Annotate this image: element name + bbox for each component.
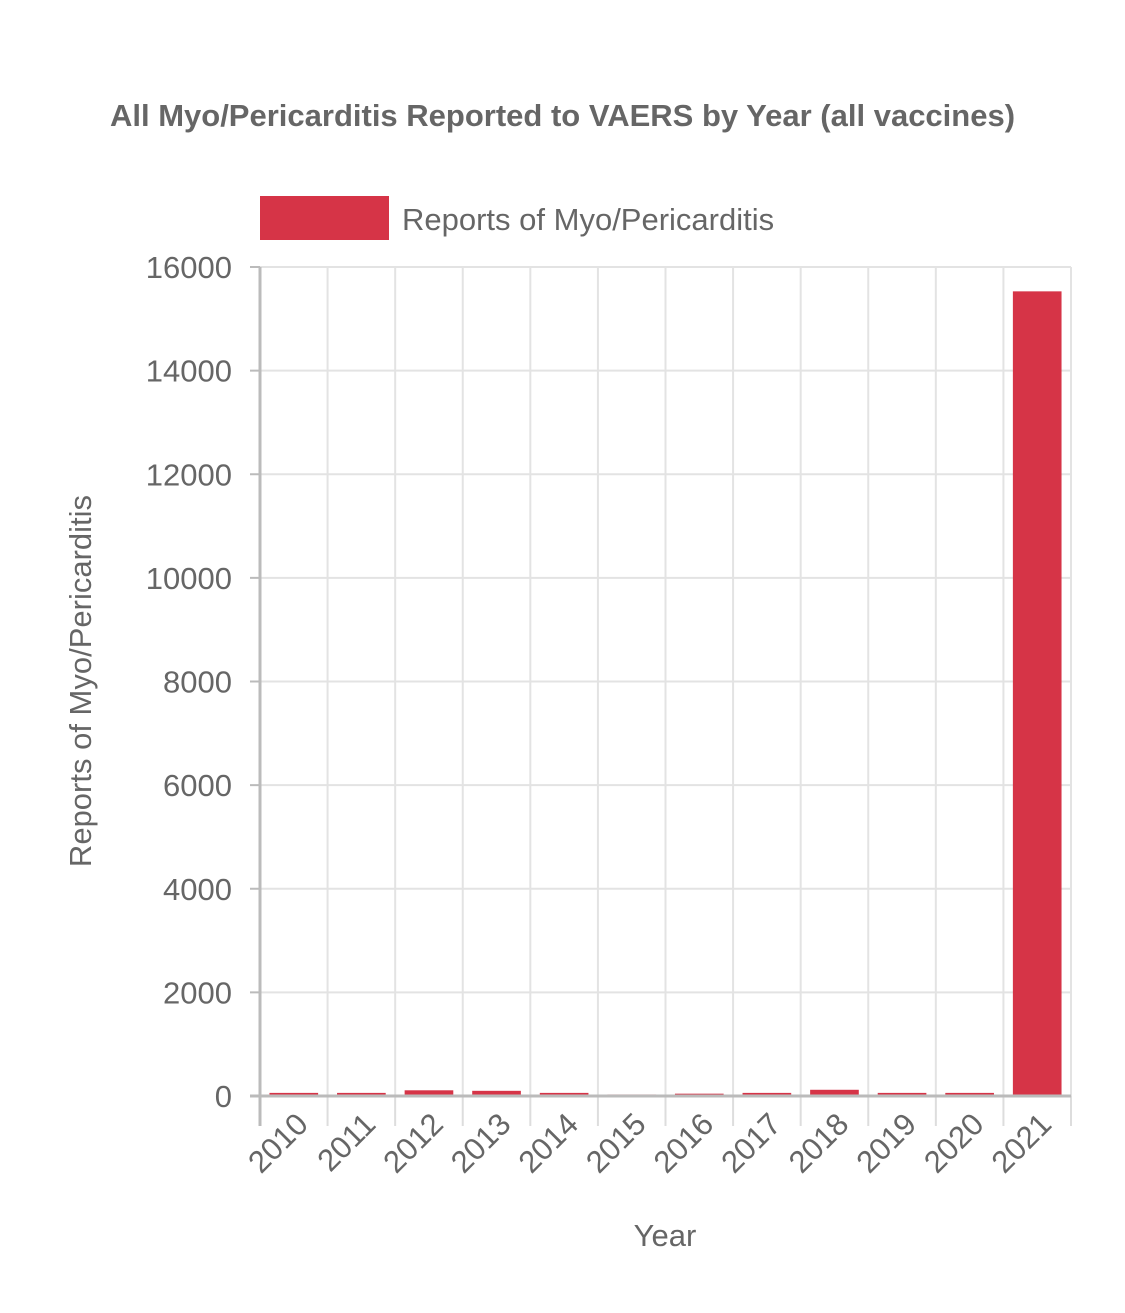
y-tick-label: 8000 bbox=[163, 665, 232, 700]
x-axis-title: Year bbox=[634, 1218, 697, 1253]
x-tick-label: 2011 bbox=[310, 1106, 382, 1178]
bar-2018[interactable] bbox=[810, 1089, 859, 1096]
x-tick-label: 2013 bbox=[444, 1106, 518, 1180]
bar-2020[interactable] bbox=[945, 1092, 994, 1096]
bar-2010[interactable] bbox=[269, 1092, 319, 1096]
y-tick-label: 0 bbox=[215, 1079, 232, 1114]
x-tick-label: 2012 bbox=[376, 1106, 450, 1180]
y-tick-label: 4000 bbox=[163, 872, 232, 907]
x-tick-label: 2016 bbox=[647, 1106, 721, 1180]
x-tick-label: 2020 bbox=[917, 1106, 991, 1180]
x-tick-label: 2010 bbox=[241, 1106, 315, 1180]
bar-2014[interactable] bbox=[539, 1092, 589, 1096]
bar-2012[interactable] bbox=[404, 1090, 454, 1096]
chart-title: All Myo/Pericarditis Reported to VAERS b… bbox=[109, 98, 1016, 133]
bars bbox=[269, 291, 1062, 1096]
y-tick-label: 16000 bbox=[146, 250, 232, 285]
legend[interactable]: Reports of Myo/Pericarditis bbox=[260, 196, 774, 240]
x-tick-label: 2019 bbox=[849, 1106, 923, 1180]
bar-2019[interactable] bbox=[877, 1092, 927, 1096]
bar-2021[interactable] bbox=[1012, 291, 1062, 1096]
y-tick-label: 14000 bbox=[146, 354, 232, 389]
x-tick-label: 2015 bbox=[579, 1106, 653, 1180]
tick-labels: 0 2000 4000 6000 8000 10000 12000 14000 16000 201… bbox=[146, 250, 1058, 1180]
bar-2017[interactable] bbox=[742, 1092, 792, 1096]
y-tick-label: 6000 bbox=[163, 768, 232, 803]
legend-label: Reports of Myo/Pericarditis bbox=[402, 202, 774, 237]
y-axis-title: Reports of Myo/Pericarditis bbox=[63, 495, 98, 867]
grid bbox=[260, 266, 1072, 1096]
x-tick-label: 2014 bbox=[512, 1106, 586, 1180]
y-tick-label: 12000 bbox=[146, 457, 232, 492]
bar-2011[interactable] bbox=[337, 1092, 386, 1096]
x-tick-label: 2021 bbox=[985, 1106, 1059, 1180]
x-tick-label: 2018 bbox=[782, 1106, 856, 1180]
bar-2013[interactable] bbox=[472, 1090, 521, 1096]
axes bbox=[250, 266, 1072, 1126]
legend-swatch bbox=[260, 196, 389, 240]
y-tick-label: 2000 bbox=[163, 975, 232, 1010]
y-tick-label: 10000 bbox=[146, 561, 232, 596]
x-tick-label: 2017 bbox=[714, 1106, 788, 1180]
